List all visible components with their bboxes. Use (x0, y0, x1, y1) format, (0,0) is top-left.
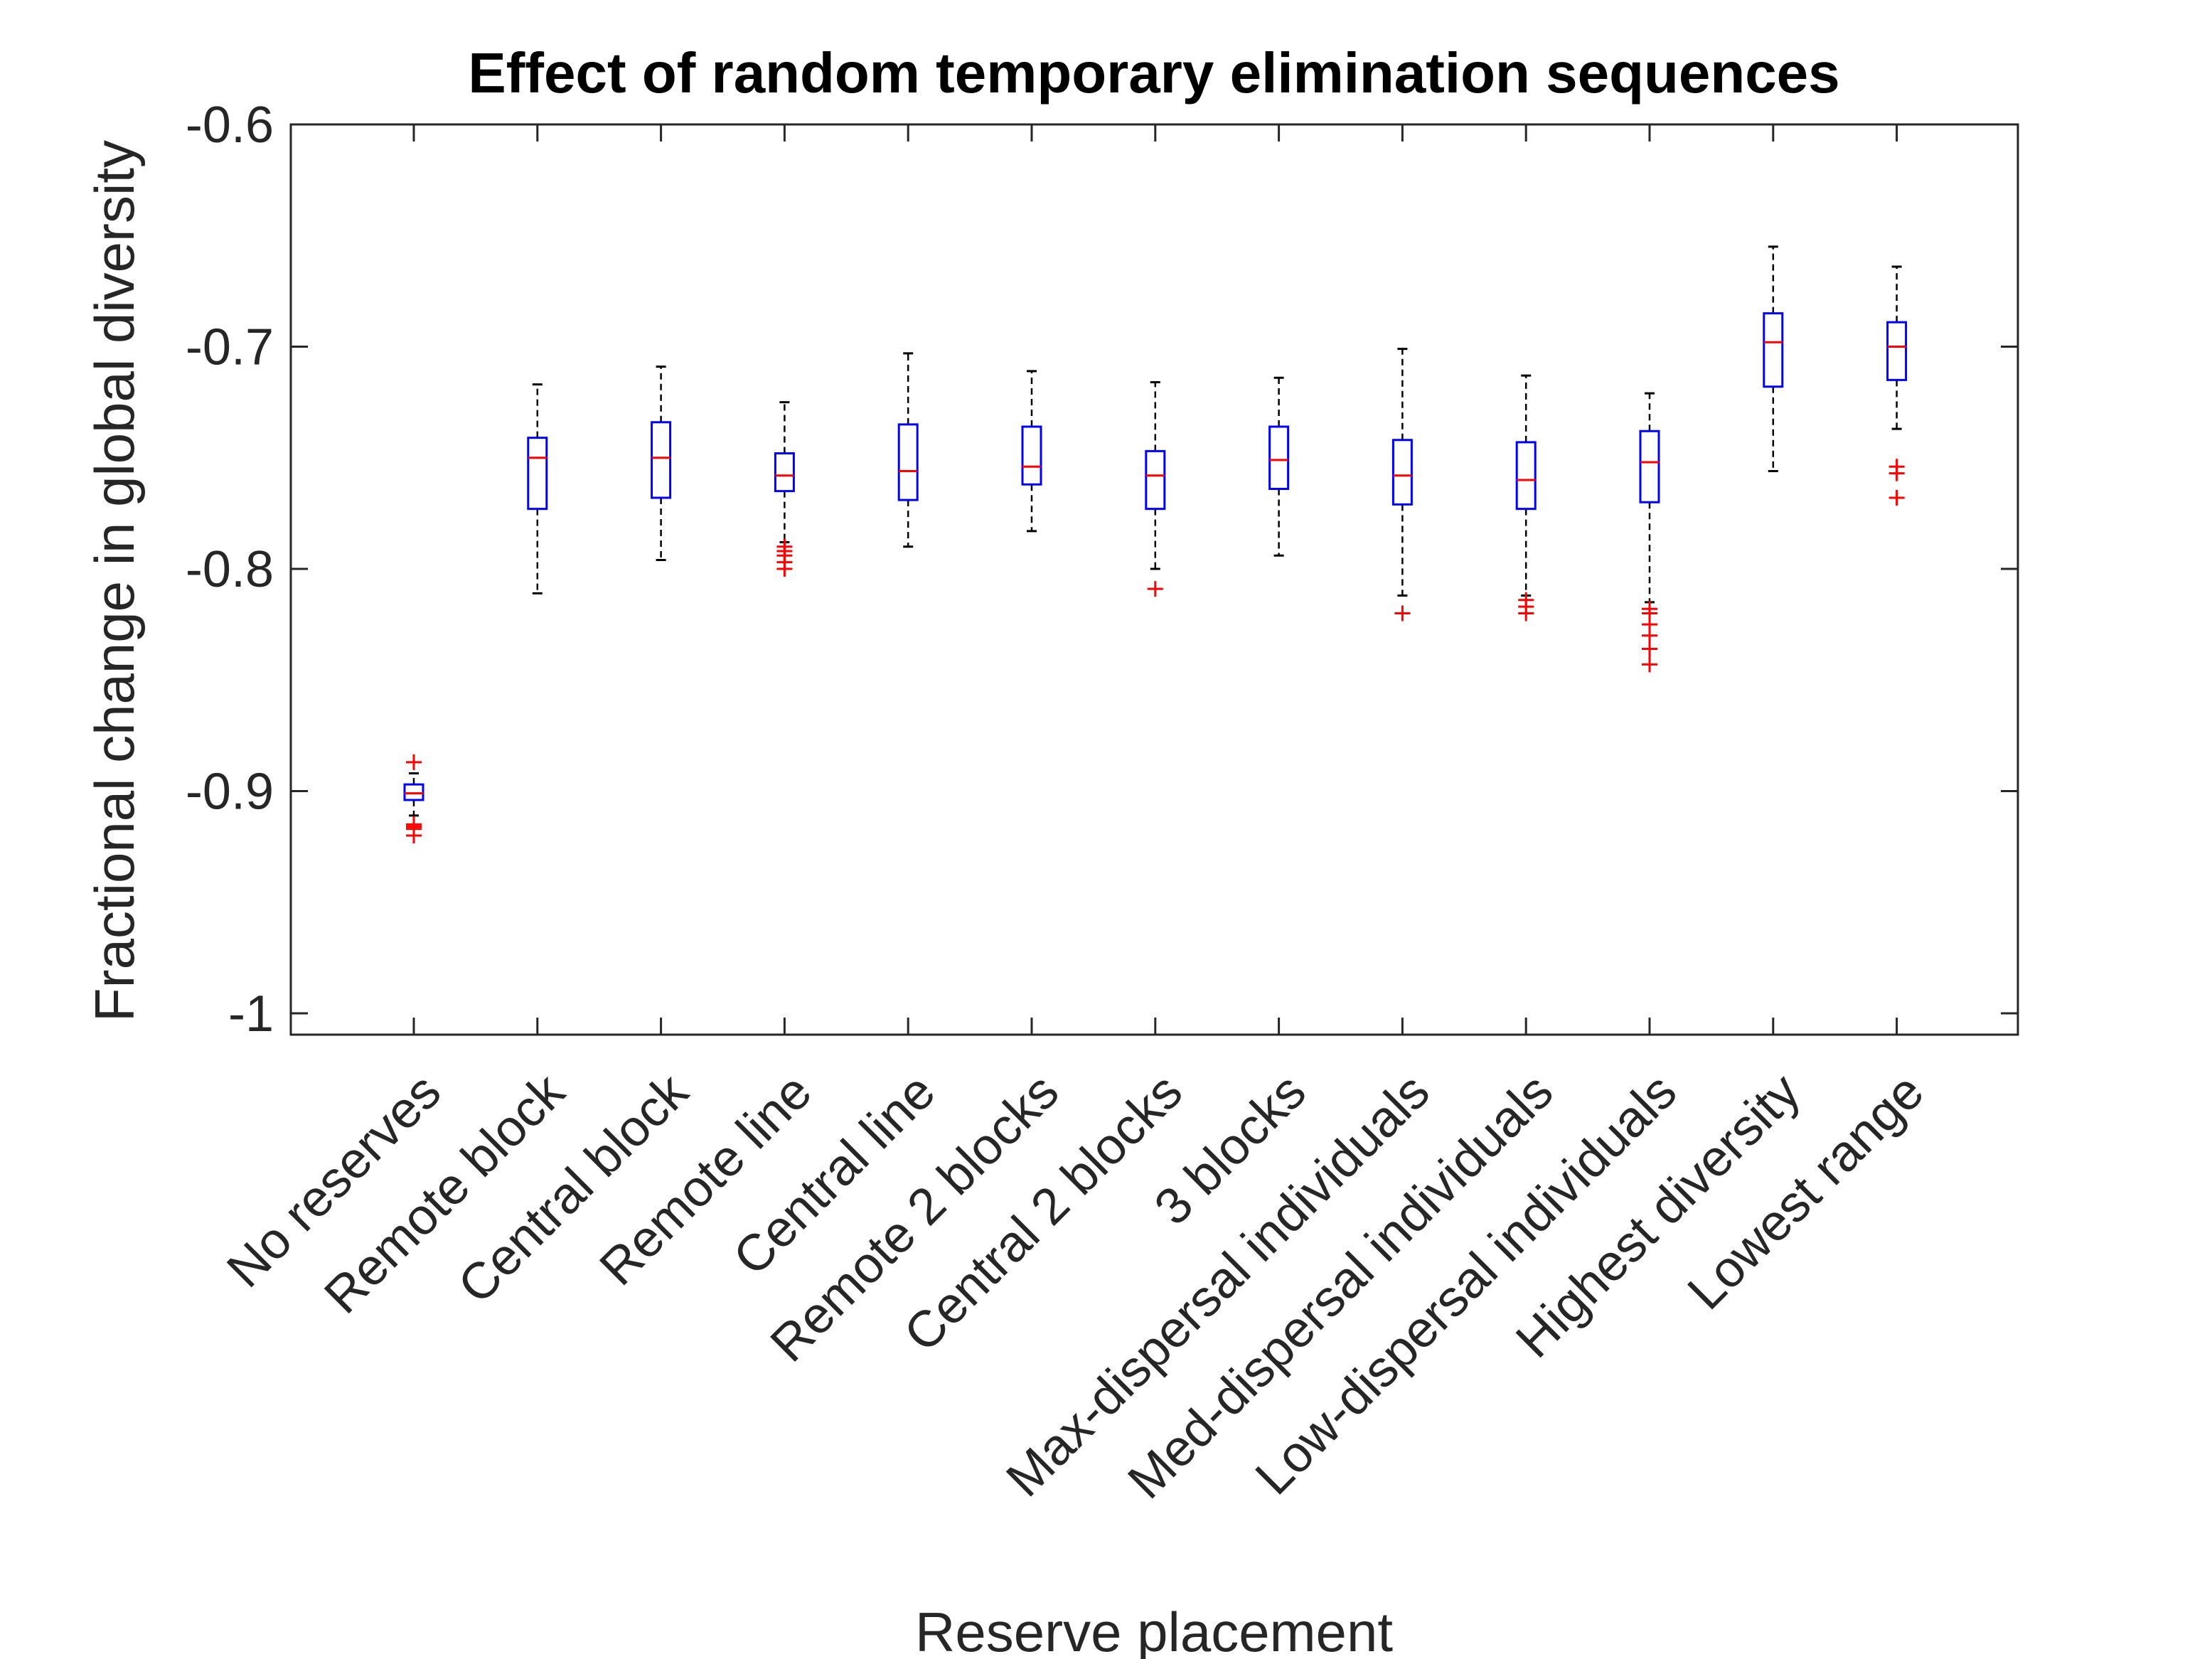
iqr-box (403, 783, 424, 801)
outlier-marker (1394, 605, 1411, 622)
chart-title: Effect of random temporary elimination s… (468, 41, 1839, 105)
x-axis-title: Reserve placement (915, 1601, 1393, 1659)
outlier-marker (1888, 465, 1905, 481)
iqr-box (1391, 439, 1413, 506)
iqr-box (774, 452, 795, 493)
outlier-marker (1147, 581, 1163, 597)
iqr-box (527, 437, 548, 511)
iqr-box (651, 421, 672, 499)
iqr-box (1763, 312, 1784, 388)
y-axis-title: Fractional change in global diversity (83, 140, 146, 1022)
iqr-box (1268, 425, 1290, 490)
y-tick-label: -0.6 (186, 97, 274, 154)
outlier-marker (1642, 641, 1657, 657)
outlier-marker (1642, 627, 1657, 644)
axes-frame (289, 123, 2019, 1036)
y-tick-label: -0.8 (186, 541, 274, 598)
outlier-marker (776, 561, 793, 577)
outlier-marker (1518, 605, 1534, 622)
iqr-box (1886, 321, 1908, 381)
y-tick-label: -1 (228, 986, 274, 1042)
outlier-marker (406, 754, 422, 770)
iqr-box (1021, 425, 1042, 486)
iqr-box (1639, 430, 1660, 503)
iqr-box (897, 423, 919, 501)
iqr-box (1515, 441, 1537, 511)
outlier-marker (1642, 656, 1657, 673)
outlier-marker (1888, 490, 1905, 506)
outlier-marker (406, 828, 422, 843)
iqr-box (1145, 449, 1166, 511)
y-tick-label: -0.9 (186, 764, 274, 821)
y-tick-label: -0.7 (186, 319, 274, 376)
